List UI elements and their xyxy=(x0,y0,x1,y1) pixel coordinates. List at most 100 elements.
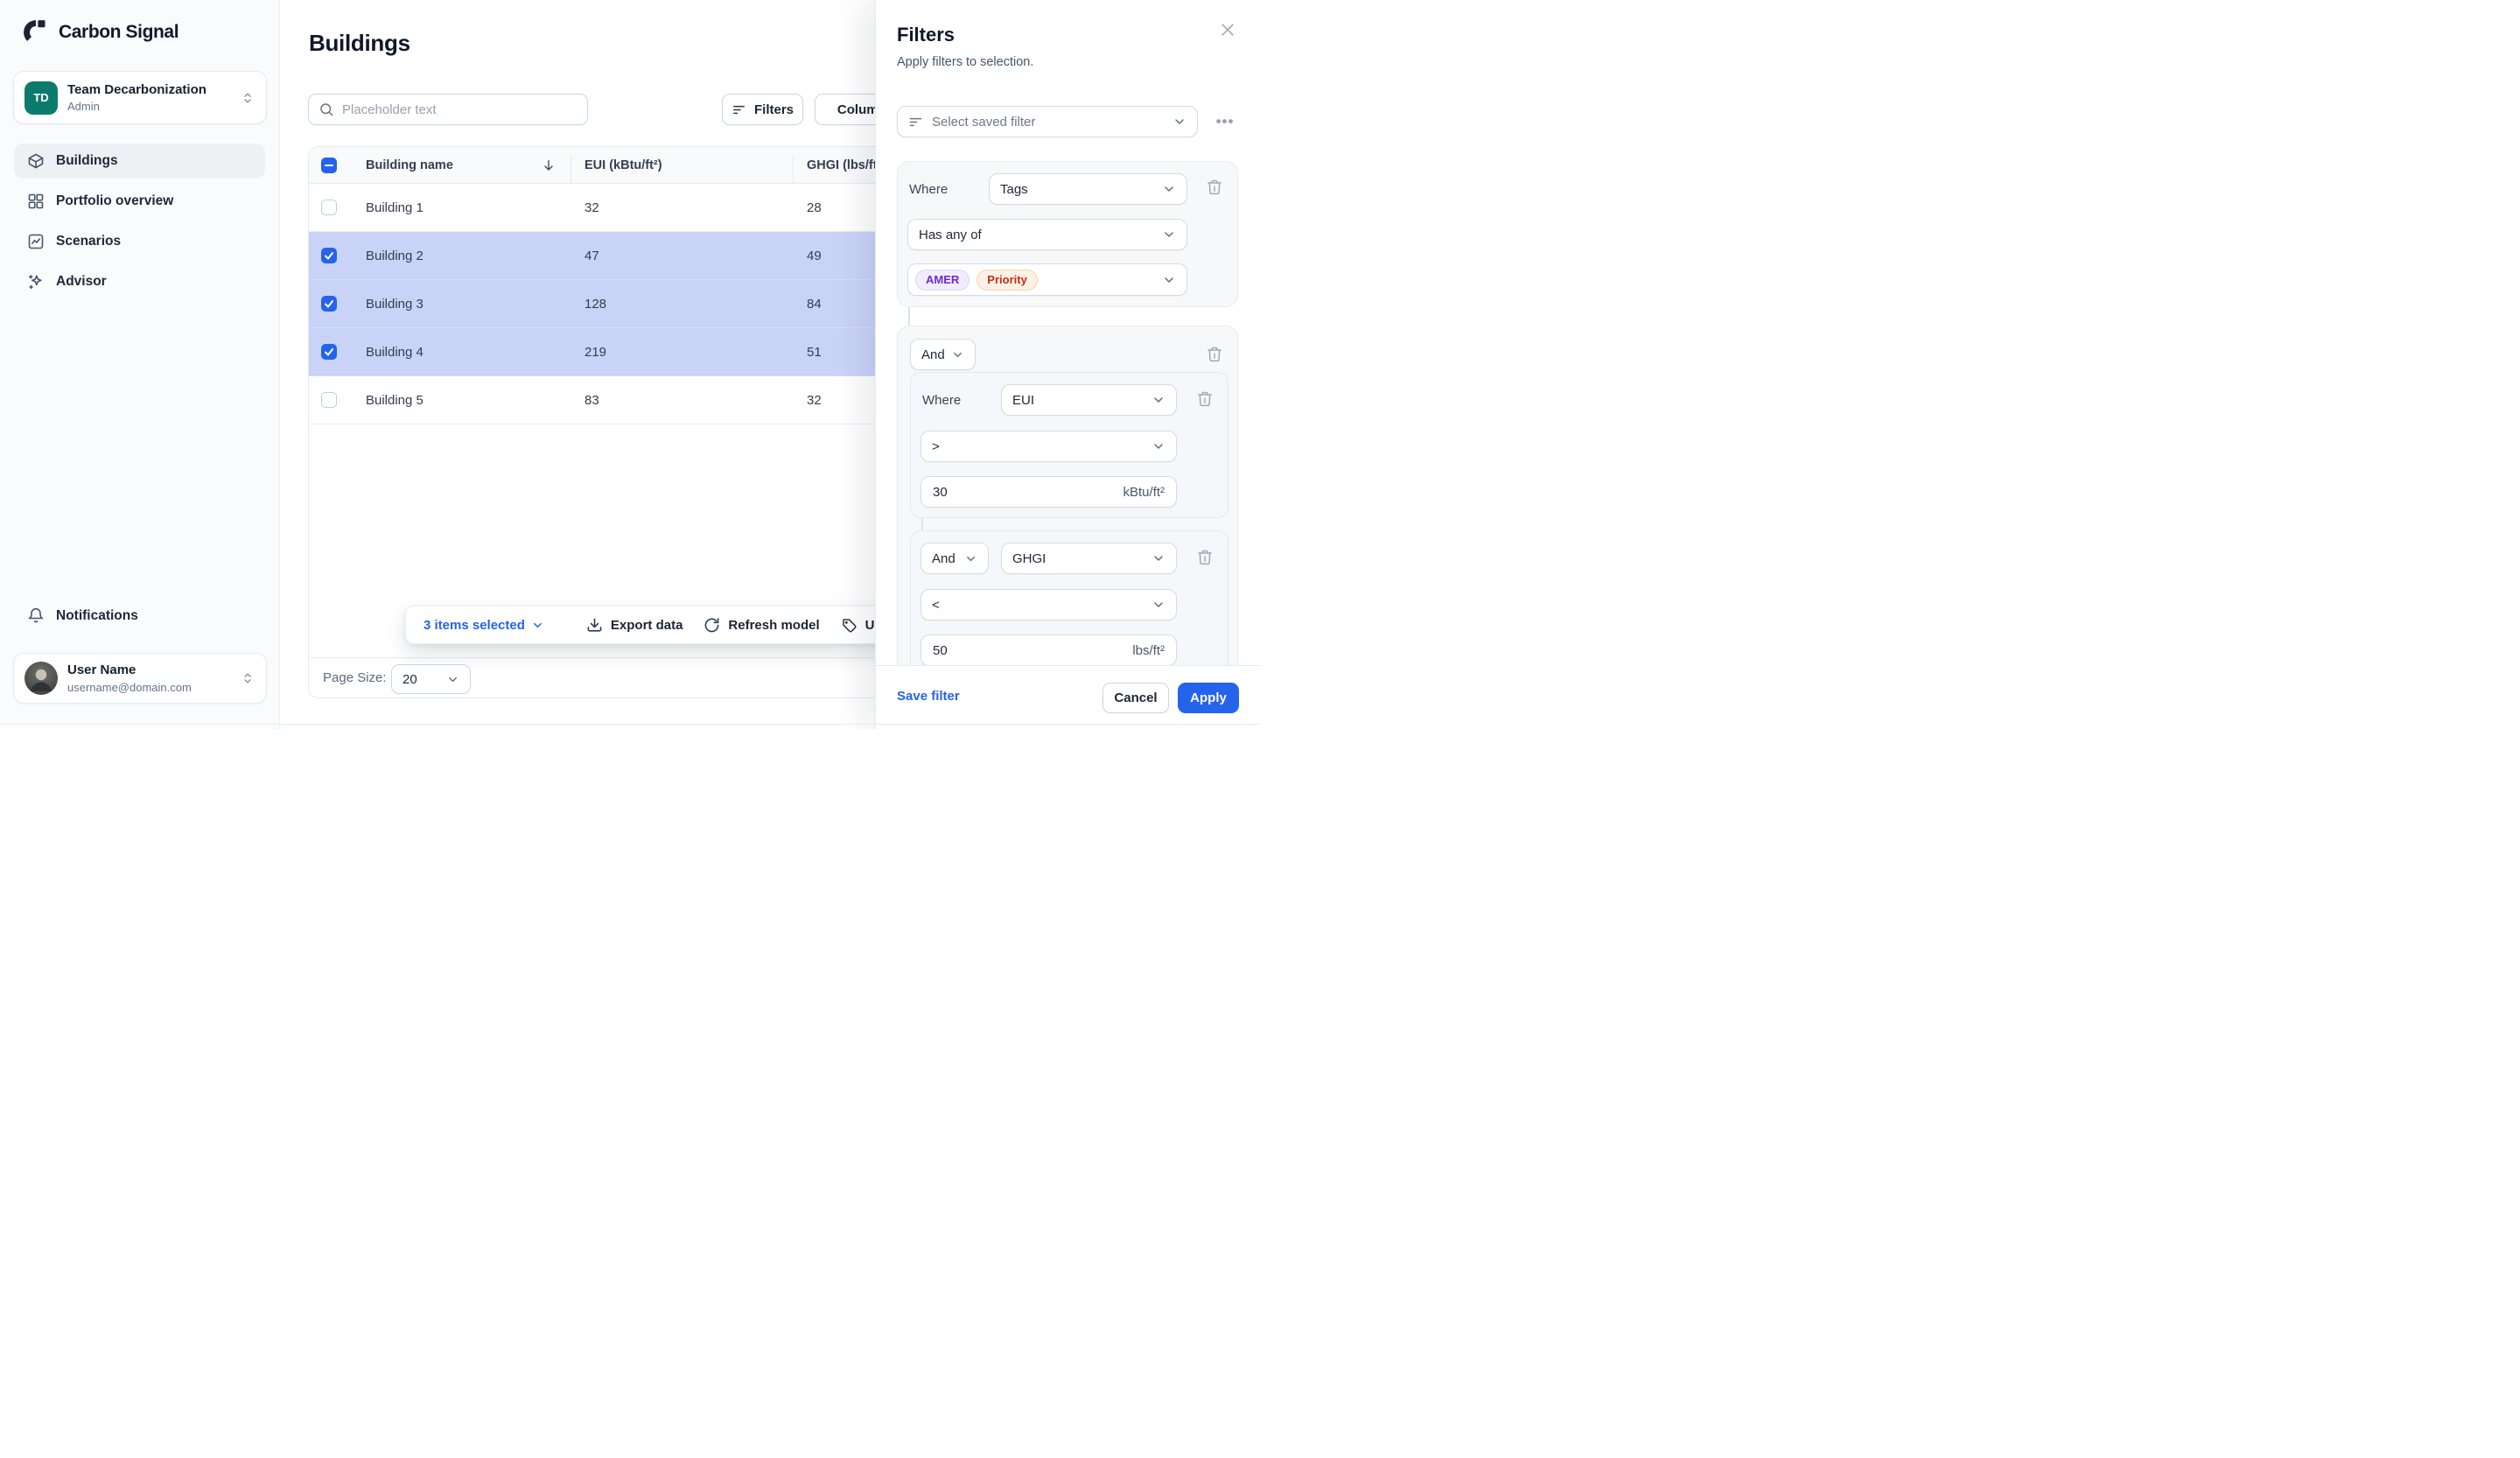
chevron-down-icon xyxy=(533,622,542,627)
sidebar-item-label: Portfolio overview xyxy=(56,193,174,208)
combinator-select-ghgi[interactable]: And xyxy=(920,543,989,574)
operator-value: > xyxy=(932,438,940,454)
chevron-down-icon xyxy=(1162,228,1176,242)
field-value: Tags xyxy=(1000,181,1028,197)
brand-logo-icon xyxy=(23,19,49,46)
filter-lines-icon xyxy=(908,115,923,130)
chevron-down-icon xyxy=(1152,551,1166,565)
cell-eui: 32 xyxy=(584,200,599,215)
cube-icon xyxy=(27,152,45,170)
chart-image-icon xyxy=(27,233,45,250)
chevrons-updown-icon xyxy=(240,90,256,106)
column-header-building-name: Building name xyxy=(366,158,453,172)
more-options-icon[interactable]: ••• xyxy=(1215,113,1235,130)
trash-icon[interactable] xyxy=(1196,390,1214,408)
chevron-down-icon xyxy=(1162,182,1176,196)
tags-value-select[interactable]: AMER Priority xyxy=(907,263,1187,296)
sidebar-item-advisor[interactable]: Advisor xyxy=(14,264,265,299)
sidebar-item-buildings[interactable]: Buildings xyxy=(14,144,265,179)
apply-button[interactable]: Apply xyxy=(1178,683,1239,713)
chevron-down-icon xyxy=(1172,115,1186,129)
sidebar-item-label: Scenarios xyxy=(56,234,122,249)
filters-panel-title: Filters xyxy=(897,24,956,46)
combinator-value: And xyxy=(932,550,956,566)
chevron-down-icon xyxy=(1152,439,1166,453)
filter-condition-ghgi: And GHGI < 50 lbs/ft² xyxy=(910,530,1228,676)
operator-select-ghgi[interactable]: < xyxy=(920,589,1177,620)
save-filter-link[interactable]: Save filter xyxy=(897,689,960,704)
sidebar-item-label: Advisor xyxy=(56,274,107,289)
sidebar-item-label: Buildings xyxy=(56,153,118,168)
bell-icon xyxy=(27,607,45,625)
chevron-down-icon xyxy=(964,552,977,565)
sparkles-icon xyxy=(27,273,45,291)
search-box xyxy=(308,94,588,125)
operator-select-tags[interactable]: Has any of xyxy=(907,219,1187,250)
refresh-model-button[interactable]: Refresh model xyxy=(704,617,820,634)
user-menu[interactable]: User Name username@domain.com xyxy=(13,653,267,704)
cancel-button-label: Cancel xyxy=(1114,690,1158,705)
filters-panel-subtitle: Apply filters to selection. xyxy=(897,55,1034,69)
chevron-down-icon xyxy=(951,348,964,361)
column-separator xyxy=(570,155,571,183)
page-size-select[interactable]: 20 xyxy=(391,664,471,694)
value-input-ghgi[interactable]: 50 lbs/ft² xyxy=(920,634,1177,666)
column-header-ghgi: GHGI (lbs/ft²) xyxy=(807,158,886,172)
combinator-value: And xyxy=(921,347,945,362)
field-select-eui[interactable]: EUI xyxy=(1001,384,1177,416)
cell-eui: 219 xyxy=(584,345,607,360)
cell-eui: 83 xyxy=(584,393,599,408)
export-data-label: Export data xyxy=(610,617,683,633)
value-text: 50 xyxy=(933,642,948,658)
chevron-down-icon xyxy=(446,673,459,686)
unit-suffix: lbs/ft² xyxy=(1132,642,1165,658)
cancel-button[interactable]: Cancel xyxy=(1102,683,1169,713)
cell-eui: 47 xyxy=(584,249,599,263)
team-selector[interactable]: TD Team Decarbonization Admin xyxy=(13,71,267,124)
field-value: GHGI xyxy=(1012,550,1046,566)
sidebar-item-portfolio-overview[interactable]: Portfolio overview xyxy=(14,184,265,219)
sidebar-item-scenarios[interactable]: Scenarios xyxy=(14,224,265,259)
chevron-down-icon xyxy=(1152,598,1166,612)
saved-filter-placeholder: Select saved filter xyxy=(932,114,1036,130)
filter-condition-eui: Where EUI > 30 kBtu/ft² xyxy=(910,372,1228,518)
field-select-ghgi[interactable]: GHGI xyxy=(1001,543,1177,574)
select-all-checkbox[interactable] xyxy=(321,158,337,173)
close-icon[interactable] xyxy=(1219,21,1236,39)
value-input-eui[interactable]: 30 kBtu/ft² xyxy=(920,476,1177,508)
row-checkbox[interactable] xyxy=(321,392,337,408)
row-checkbox[interactable] xyxy=(321,296,337,312)
search-icon xyxy=(318,102,334,117)
sort-descending-icon[interactable] xyxy=(542,158,556,172)
search-input[interactable] xyxy=(308,94,588,125)
chevron-down-icon xyxy=(1152,393,1166,407)
selected-count-dropdown[interactable]: 3 items selected xyxy=(424,618,544,633)
sidebar-item-notifications[interactable]: Notifications xyxy=(14,599,265,634)
group-connector xyxy=(908,307,910,326)
apply-button-label: Apply xyxy=(1190,690,1227,705)
trash-icon[interactable] xyxy=(1206,346,1223,363)
row-checkbox[interactable] xyxy=(321,248,337,263)
cell-building-name: Building 2 xyxy=(366,249,424,263)
filters-panel: Filters Apply filters to selection. Sele… xyxy=(875,0,1260,729)
row-checkbox[interactable] xyxy=(321,344,337,360)
operator-value: < xyxy=(932,597,940,613)
operator-select-eui[interactable]: > xyxy=(920,431,1177,462)
trash-icon[interactable] xyxy=(1196,549,1214,566)
field-select-tags[interactable]: Tags xyxy=(989,173,1187,205)
filter-group-tags: Where Tags Has any of AMER Priority xyxy=(897,161,1238,307)
trash-icon[interactable] xyxy=(1206,179,1223,196)
unit-suffix: kBtu/ft² xyxy=(1123,484,1165,500)
condition-connector xyxy=(921,518,923,530)
filters-button[interactable]: Filters xyxy=(722,94,803,125)
row-checkbox[interactable] xyxy=(321,200,337,215)
export-data-button[interactable]: Export data xyxy=(586,617,683,634)
selected-count-label: 3 items selected xyxy=(424,617,525,633)
filter-group-metrics: And Where EUI > xyxy=(897,326,1238,688)
saved-filter-select[interactable]: Select saved filter xyxy=(897,106,1198,137)
sidebar-nav: Buildings Portfolio overview Scenarios A… xyxy=(14,144,265,305)
column-header-eui: EUI (kBtu/ft²) xyxy=(584,158,662,172)
cell-eui: 128 xyxy=(584,297,607,312)
combinator-select[interactable]: And xyxy=(910,339,976,370)
user-email: username@domain.com xyxy=(67,680,192,694)
